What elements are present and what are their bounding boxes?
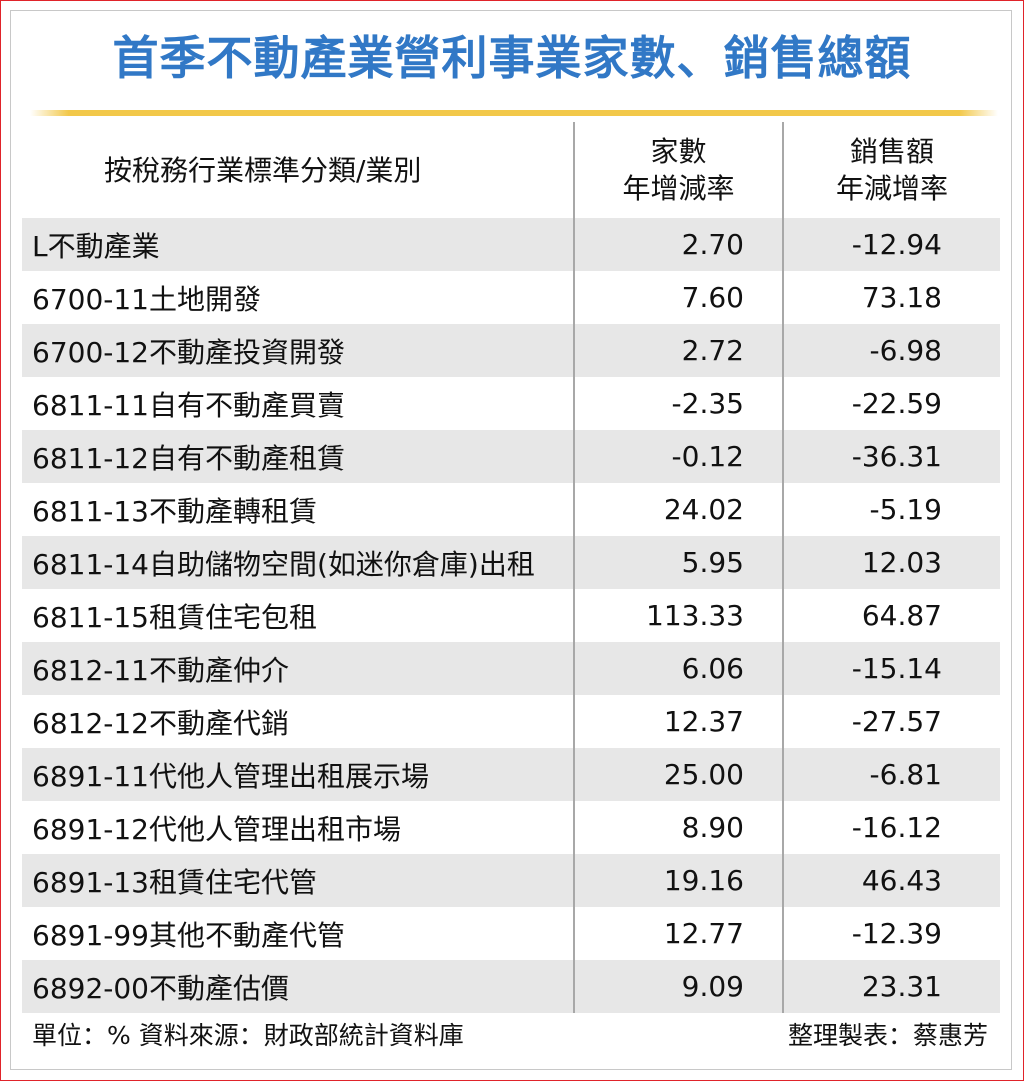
row-category: 6891-99其他不動產代管 [22,907,574,960]
row-establishments-yoy: 5.95 [573,536,783,589]
table-row: 6811-14自助儲物空間(如迷你倉庫)出租 5.95 12.03 [22,536,1000,589]
table-body: L不動產業 2.70 -12.94 6700-11土地開發 7.60 73.18 6700-… [22,218,1000,1013]
row-category: 6812-11不動產仲介 [22,642,574,695]
row-sales-yoy: -12.39 [782,907,1000,960]
chart-title: 首季不動產業營利事業家數、銷售總額 [112,31,912,85]
row-establishments-yoy: 113.33 [573,589,783,642]
table-row: 6812-12不動產代銷 12.37 -27.57 [22,695,1000,748]
table-row: 6811-12自有不動產租賃 -0.12 -36.31 [22,430,1000,483]
row-category: 6811-12自有不動產租賃 [22,430,574,483]
row-sales-yoy: -15.14 [782,642,1000,695]
title-underline [30,110,998,116]
header-category: 按稅務行業標準分類/業別 [22,122,574,218]
row-sales-yoy: 64.87 [782,589,1000,642]
row-establishments-yoy: 8.90 [573,801,783,854]
row-sales-yoy: -22.59 [782,377,1000,430]
table-row: 6811-15租賃住宅包租 113.33 64.87 [22,589,1000,642]
row-category: 6812-12不動產代銷 [22,695,574,748]
table-row: L不動產業 2.70 -12.94 [22,218,1000,271]
row-category: 6811-13不動產轉租賃 [22,483,574,536]
row-category: 6891-12代他人管理出租市場 [22,801,574,854]
table-row: 6811-13不動產轉租賃 24.02 -5.19 [22,483,1000,536]
row-sales-yoy: -6.98 [782,324,1000,377]
row-sales-yoy: -27.57 [782,695,1000,748]
table-row: 6700-11土地開發 7.60 73.18 [22,271,1000,324]
row-sales-yoy: -6.81 [782,748,1000,801]
row-establishments-yoy: 7.60 [573,271,783,324]
row-establishments-yoy: 12.77 [573,907,783,960]
header-establishments-yoy: 家數 年增減率 [573,122,783,218]
header-sales-line2: 年減增率 [835,172,948,205]
footer-source: 單位：% 資料來源：財政部統計資料庫 [32,1021,464,1050]
row-category: 6811-15租賃住宅包租 [22,589,574,642]
header-sales-yoy: 銷售額 年減增率 [782,122,1000,218]
row-sales-yoy: 23.31 [782,960,1000,1013]
row-establishments-yoy: 2.72 [573,324,783,377]
table-row: 6892-00不動產估價 9.09 23.31 [22,960,1000,1013]
row-category: 6891-11代他人管理出租展示場 [22,748,574,801]
table-row: 6700-12不動產投資開發 2.72 -6.98 [22,324,1000,377]
row-sales-yoy: -36.31 [782,430,1000,483]
row-establishments-yoy: 2.70 [573,218,783,271]
row-establishments-yoy: -0.12 [573,430,783,483]
row-establishments-yoy: 25.00 [573,748,783,801]
row-sales-yoy: -5.19 [782,483,1000,536]
header-row: 按稅務行業標準分類/業別 家數 年增減率 銷售額 年減增率 [22,122,1000,218]
table-row: 6812-11不動產仲介 6.06 -15.14 [22,642,1000,695]
row-establishments-yoy: 19.16 [573,854,783,907]
footer-credit: 整理製表：蔡惠芳 [787,1021,988,1050]
row-establishments-yoy: 6.06 [573,642,783,695]
row-category: 6891-13租賃住宅代管 [22,854,574,907]
row-sales-yoy: 46.43 [782,854,1000,907]
table-row: 6891-13租賃住宅代管 19.16 46.43 [22,854,1000,907]
table-row: 6891-99其他不動產代管 12.77 -12.39 [22,907,1000,960]
row-establishments-yoy: 12.37 [573,695,783,748]
row-establishments-yoy: -2.35 [573,377,783,430]
header-establishments-line1: 家數 [650,135,707,168]
row-sales-yoy: -16.12 [782,801,1000,854]
row-category: L不動產業 [22,218,574,271]
row-category: 6700-11土地開發 [22,271,574,324]
row-category: 6700-12不動產投資開發 [22,324,574,377]
row-establishments-yoy: 9.09 [573,960,783,1013]
row-category: 6892-00不動產估價 [22,960,574,1013]
table-row: 6811-11自有不動產買賣 -2.35 -22.59 [22,377,1000,430]
row-sales-yoy: 73.18 [782,271,1000,324]
header-sales-line1: 銷售額 [849,135,934,168]
table-row: 6891-11代他人管理出租展示場 25.00 -6.81 [22,748,1000,801]
row-sales-yoy: 12.03 [782,536,1000,589]
table-row: 6891-12代他人管理出租市場 8.90 -16.12 [22,801,1000,854]
row-category: 6811-11自有不動產買賣 [22,377,574,430]
row-sales-yoy: -12.94 [782,218,1000,271]
row-category: 6811-14自助儲物空間(如迷你倉庫)出租 [22,536,574,589]
data-table: 按稅務行業標準分類/業別 家數 年增減率 銷售額 年減增率 L不動產業 2.70-… [22,122,1000,1013]
header-establishments-line2: 年增減率 [622,172,735,205]
inner-frame [10,10,1012,1070]
row-establishments-yoy: 24.02 [573,483,783,536]
